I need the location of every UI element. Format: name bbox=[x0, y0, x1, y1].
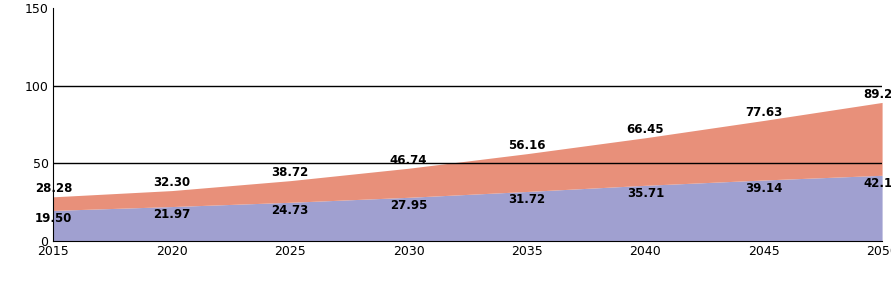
Text: 77.63: 77.63 bbox=[745, 106, 782, 119]
Text: 89.28: 89.28 bbox=[863, 88, 891, 101]
Text: 19.50: 19.50 bbox=[35, 212, 72, 225]
Text: 66.45: 66.45 bbox=[626, 123, 664, 136]
Text: 56.16: 56.16 bbox=[508, 139, 545, 152]
Text: 46.74: 46.74 bbox=[390, 154, 428, 167]
Text: 21.97: 21.97 bbox=[153, 208, 191, 221]
Text: 39.14: 39.14 bbox=[745, 182, 782, 194]
Text: 35.71: 35.71 bbox=[626, 187, 664, 200]
Text: 42.18: 42.18 bbox=[863, 177, 891, 190]
Text: 32.30: 32.30 bbox=[153, 176, 191, 189]
Text: 28.28: 28.28 bbox=[35, 182, 72, 195]
Text: 27.95: 27.95 bbox=[390, 199, 428, 212]
Text: 38.72: 38.72 bbox=[272, 166, 309, 179]
Text: 31.72: 31.72 bbox=[509, 193, 545, 206]
Text: 24.73: 24.73 bbox=[272, 204, 309, 217]
